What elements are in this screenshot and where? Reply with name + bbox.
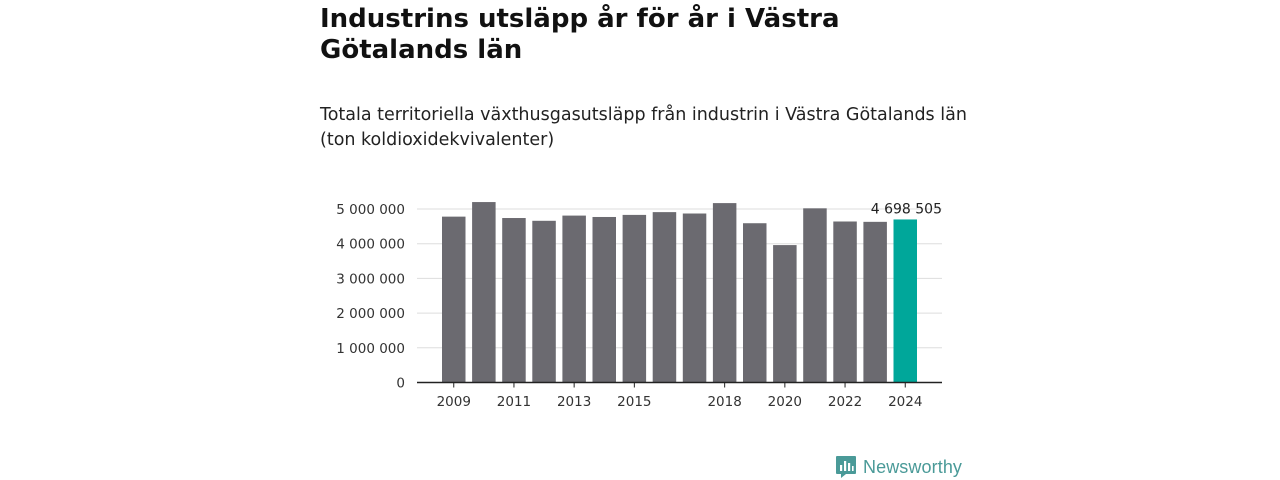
brand-name: Newsworthy: [863, 456, 963, 477]
x-axis-ticks: 2009 2011 2013 2015 2018 2020 2022 2024: [437, 382, 922, 410]
gridlines: [417, 208, 942, 349]
bar-2020: [773, 245, 797, 383]
bar-2009: [442, 216, 466, 383]
y-tick-label: 5 000 000: [336, 202, 405, 218]
bar-2015: [622, 214, 647, 383]
x-tick-label: 2015: [617, 394, 651, 410]
bars: [417, 202, 942, 384]
bar-2019: [743, 223, 767, 383]
bar-2018: [712, 203, 737, 383]
bar-2012: [532, 220, 556, 383]
bar-2021: [803, 208, 827, 383]
x-tick-label: 2018: [707, 394, 741, 410]
y-tick-label: 4 000 000: [336, 237, 405, 253]
bar-2023: [863, 221, 887, 383]
x-tick-label: 2011: [497, 394, 531, 410]
bar-2022: [833, 221, 857, 383]
bar-chart: 0 1 000 000 2 000 000 3 000 000 4 000 000 5 0…: [336, 201, 942, 410]
x-tick-label: 2022: [828, 394, 862, 410]
data-labels: 4 698 505: [871, 201, 942, 217]
bar-2013: [562, 215, 586, 383]
y-tick-label: 1 000 000: [336, 341, 405, 357]
bar-2011: [502, 218, 526, 383]
bar-2024: [893, 219, 917, 383]
bar-2014: [592, 216, 616, 383]
y-tick-label: 3 000 000: [336, 271, 405, 287]
y-axis-ticks: 0 1 000 000 2 000 000 3 000 000 4 000 000 5 0…: [336, 202, 405, 392]
bar-2010: [472, 202, 496, 383]
bar-2017: [682, 213, 707, 383]
newsworthy-chart-bubble-icon: [836, 456, 856, 478]
data-label: 4 698 505: [871, 201, 942, 217]
newsworthy-brand: Newsworthy: [835, 455, 962, 479]
chart-title: Industrins utsläpp år för år i Västra Gö…: [320, 4, 840, 65]
chart-subtitle: Totala territoriella växthusgasutsläpp f…: [320, 105, 967, 150]
x-tick-label: 2013: [557, 394, 591, 410]
x-tick-label: 2020: [768, 394, 802, 410]
y-tick-label: 0: [396, 376, 405, 392]
x-tick-label: 2009: [437, 394, 471, 410]
bar-2016: [652, 212, 677, 383]
x-tick-label: 2024: [888, 394, 922, 410]
y-tick-label: 2 000 000: [336, 306, 405, 322]
